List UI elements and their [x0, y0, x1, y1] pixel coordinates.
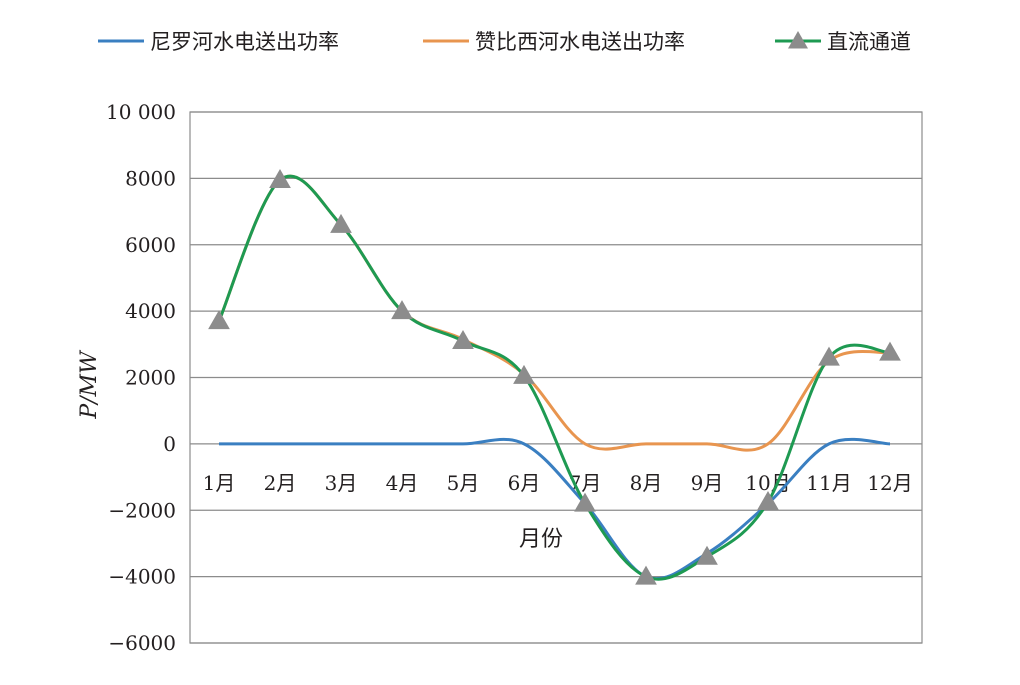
triangle-marker — [513, 364, 535, 384]
y-axis-ticks: 10 000 8000 6000 4000 2000 0 −2000 −4000 −6000 — [106, 100, 176, 655]
series-line-1 — [219, 437, 891, 581]
y-tick-label: 6000 — [125, 233, 176, 257]
legend-triangle-icon — [788, 31, 808, 49]
x-tick-label: 9月 — [691, 471, 724, 495]
triangle-marker — [879, 341, 901, 361]
legend-label-3: 直流通道 — [827, 30, 911, 54]
y-tick-label: 8000 — [125, 166, 176, 190]
triangle-marker — [635, 565, 657, 585]
legend-label-2: 赞比西河水电送出功率 — [475, 30, 685, 54]
y-tick-label: 0 — [163, 432, 176, 456]
legend-label-1: 尼罗河水电送出功率 — [150, 30, 339, 54]
triangle-marker — [696, 545, 718, 565]
x-tick-label: 5月 — [447, 471, 480, 495]
x-axis-ticks: 1月 2月 3月 4月 5月 6月 7月 8月 9月 10月 11月 12月 — [203, 471, 913, 495]
triangle-marker — [452, 329, 474, 349]
y-tick-label: −4000 — [108, 565, 176, 589]
legend: 尼罗河水电送出功率 赞比西河水电送出功率 直流通道 — [98, 30, 911, 54]
triangle-marker — [757, 490, 779, 510]
x-tick-label: 4月 — [386, 471, 419, 495]
triangle-marker — [208, 310, 230, 330]
x-tick-label: 3月 — [325, 471, 358, 495]
x-tick-label: 11月 — [806, 471, 851, 495]
x-tick-label: 2月 — [264, 471, 297, 495]
series-line-2 — [217, 174, 891, 452]
series-markers — [208, 169, 901, 585]
x-tick-label: 8月 — [630, 471, 663, 495]
y-tick-label: 4000 — [125, 299, 176, 323]
triangle-marker — [269, 169, 291, 189]
grid — [189, 111, 923, 644]
x-axis-label: 月份 — [519, 527, 563, 552]
y-tick-label: −2000 — [108, 498, 176, 522]
triangle-marker — [574, 492, 596, 512]
series-line-3 — [217, 174, 891, 581]
x-tick-label: 1月 — [203, 471, 236, 495]
y-axis-label: P/MW — [77, 349, 102, 420]
y-tick-label: 2000 — [125, 366, 176, 390]
x-tick-label: 6月 — [508, 471, 541, 495]
triangle-marker — [330, 213, 352, 233]
y-tick-label: 10 000 — [106, 100, 176, 124]
y-tick-label: −6000 — [108, 631, 176, 655]
x-tick-label: 10月 — [745, 471, 790, 495]
triangle-marker — [391, 300, 413, 320]
x-tick-label: 12月 — [867, 471, 912, 495]
triangle-marker — [818, 346, 840, 366]
